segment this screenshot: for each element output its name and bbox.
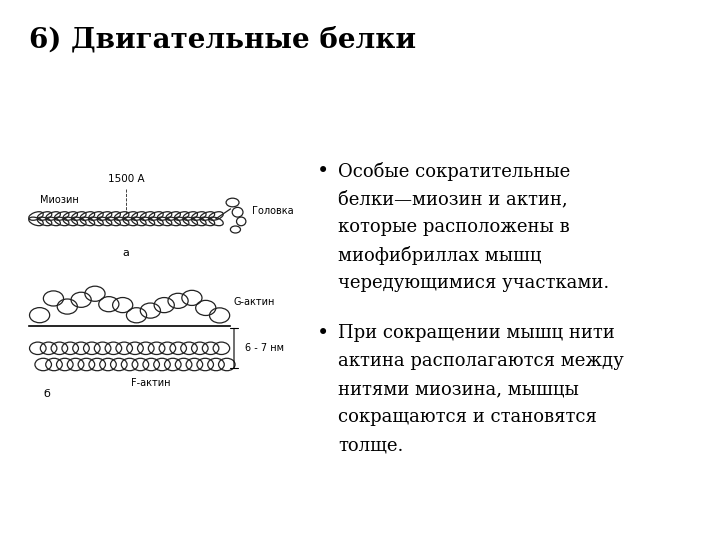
Text: нитями миозина, мышцы: нитями миозина, мышцы [338, 380, 580, 398]
Text: б: б [43, 389, 50, 399]
Text: которые расположены в: которые расположены в [338, 218, 570, 236]
Text: а: а [122, 248, 130, 259]
Text: F-актин: F-актин [131, 378, 170, 388]
Text: 6 - 7 нм: 6 - 7 нм [245, 343, 284, 353]
Text: актина располагаются между: актина располагаются между [338, 352, 624, 370]
Text: толще.: толще. [338, 436, 404, 454]
Text: Миозин: Миозин [40, 195, 78, 205]
Text: Особые сократительные: Особые сократительные [338, 162, 571, 181]
Text: При сокращении мышц нити: При сокращении мышц нити [338, 324, 615, 342]
Text: белки—миозин и актин,: белки—миозин и актин, [338, 190, 568, 208]
Text: чередующимися участками.: чередующимися участками. [338, 274, 610, 292]
Text: •: • [317, 324, 329, 343]
Text: •: • [317, 162, 329, 181]
Text: миофибриллах мышц: миофибриллах мышц [338, 246, 542, 265]
Text: сокращаются и становятся: сокращаются и становятся [338, 408, 598, 426]
Text: 1500 A: 1500 A [108, 173, 144, 184]
Text: 6) Двигательные белки: 6) Двигательные белки [29, 27, 416, 54]
Text: Головка: Головка [252, 206, 294, 215]
Text: G-актин: G-актин [234, 298, 275, 307]
